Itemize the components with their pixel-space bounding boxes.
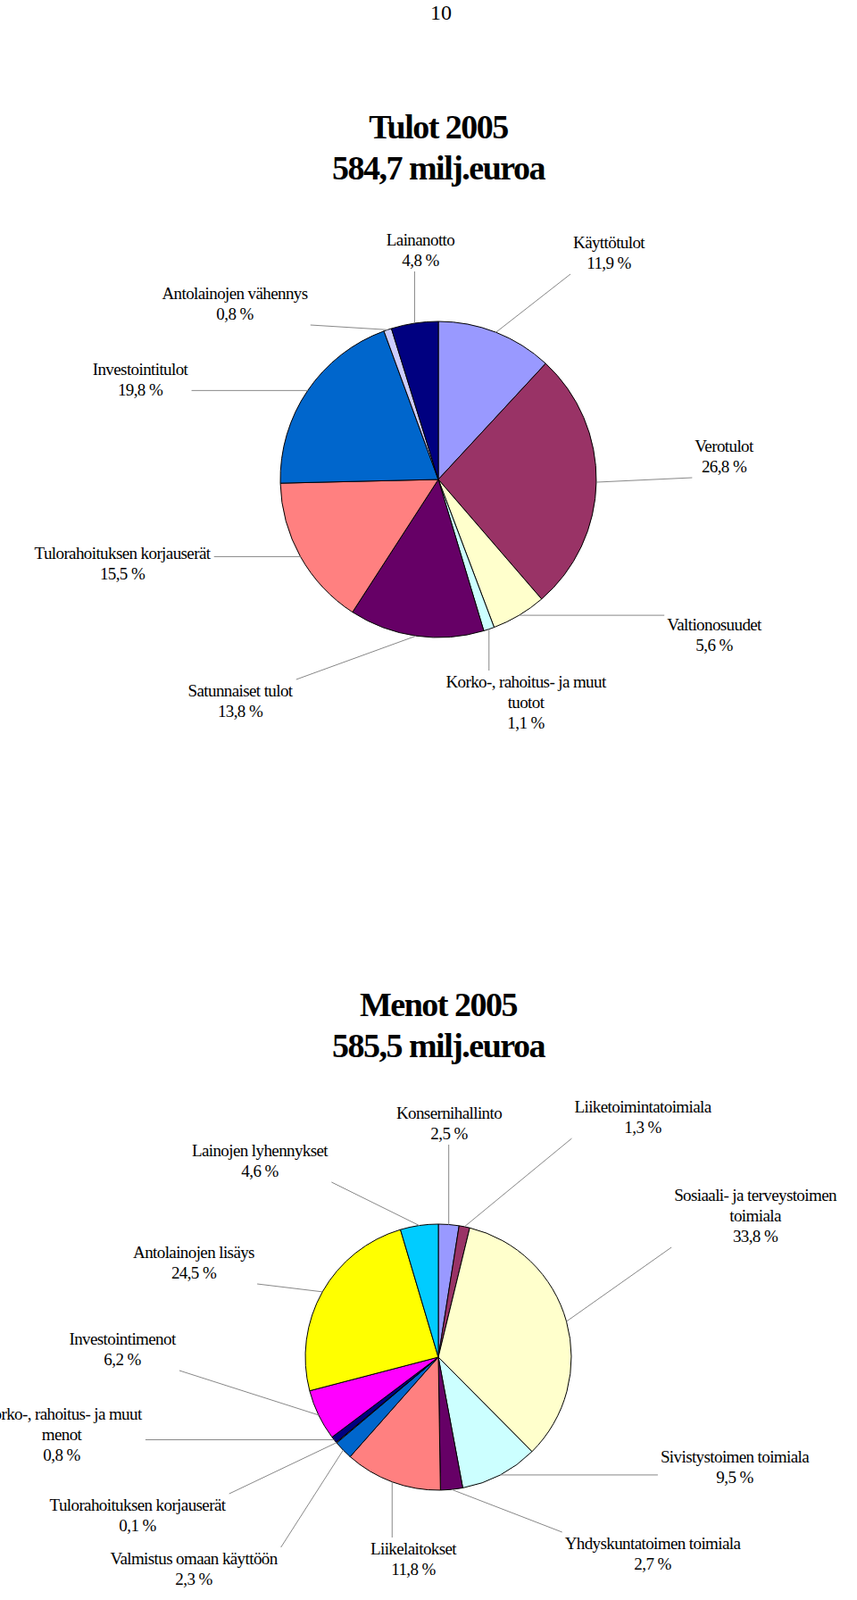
chart-subtitle: 584,7 milj.euroa bbox=[332, 149, 547, 187]
slice-label: Tulorahoituksen korjauserät bbox=[34, 543, 212, 563]
leader-line bbox=[191, 390, 308, 392]
leader-line bbox=[464, 1138, 572, 1227]
value-label: 0,8 % bbox=[42, 1445, 81, 1465]
leader-line bbox=[296, 635, 417, 680]
slice-label: Korko-, rahoitus- ja muutmenot bbox=[0, 1404, 143, 1444]
slice-label: Verotulot bbox=[694, 436, 755, 456]
slice-label: Tulorahoituksen korjauserät bbox=[49, 1495, 227, 1515]
pie-slice bbox=[280, 479, 439, 613]
leader-lines bbox=[145, 1138, 672, 1548]
pie-chart: Menot 2005585,5 milj.euroa Konsernihallin… bbox=[0, 985, 838, 1589]
page: 10Tulot 2005584,7 milj.euroaKäyttötulot1… bbox=[0, 0, 857, 1600]
slice-label: Sosiaali- ja terveystoimentoimiala bbox=[673, 1185, 838, 1225]
value-label: 33,8 % bbox=[732, 1226, 779, 1246]
leader-line bbox=[229, 1442, 337, 1494]
value-label: 1,1 % bbox=[507, 713, 545, 733]
value-label: 1,3 % bbox=[624, 1117, 662, 1137]
leader-lines bbox=[191, 271, 693, 680]
pie-chart: Tulot 2005584,7 milj.euroa Käyttötulot11,… bbox=[34, 108, 764, 733]
value-label: 24,5 % bbox=[171, 1263, 217, 1282]
value-label: 11,9 % bbox=[586, 253, 632, 273]
value-label: 2,3 % bbox=[174, 1569, 213, 1589]
value-label: 2,7 % bbox=[633, 1554, 672, 1573]
value-label: 4,8 % bbox=[401, 250, 440, 270]
page-number: 10 bbox=[430, 0, 452, 25]
labels: Käyttötulot11,9 % Verotulot26,8 % Valtiono… bbox=[34, 230, 764, 733]
slice-label: Konsernihallinto bbox=[396, 1103, 502, 1123]
slice-label: Investointitulot bbox=[92, 359, 190, 379]
leader-line bbox=[310, 324, 388, 330]
slice-label: Liikelaitokset bbox=[370, 1539, 458, 1558]
slice-label: Lainanotto bbox=[386, 230, 455, 250]
leader-line bbox=[414, 271, 416, 324]
leader-line bbox=[596, 477, 692, 483]
value-label: 5,6 % bbox=[695, 635, 733, 655]
leader-line bbox=[391, 1481, 393, 1538]
pie-slice bbox=[391, 321, 439, 480]
pie-slice bbox=[400, 1223, 439, 1357]
slice-label: Lainojen lyhennykset bbox=[191, 1140, 329, 1160]
value-label: 9,5 % bbox=[715, 1467, 754, 1487]
slice-label: Yhdyskuntatoimen toimiala bbox=[565, 1533, 742, 1553]
value-label: 19,8 % bbox=[117, 380, 164, 400]
value-label: 4,6 % bbox=[241, 1161, 279, 1181]
leader-line bbox=[518, 615, 665, 616]
leader-line bbox=[496, 274, 571, 333]
slice-label: Antolainojen vähennys bbox=[161, 283, 308, 303]
value-label: 13,8 % bbox=[217, 701, 264, 721]
leader-line bbox=[448, 1144, 450, 1224]
leader-line bbox=[331, 1181, 419, 1226]
labels: Konsernihallinto2,5 % Liiketoimintatoimia… bbox=[0, 1097, 838, 1589]
value-label: 2,5 % bbox=[430, 1123, 468, 1143]
value-label: 0,8 % bbox=[216, 304, 254, 324]
leader-line bbox=[257, 1283, 323, 1292]
slice-label: Korko-, rahoitus- ja muuttuotot bbox=[445, 672, 608, 712]
value-label: 26,8 % bbox=[701, 457, 748, 476]
leader-line bbox=[566, 1247, 673, 1322]
slices bbox=[305, 1223, 572, 1490]
leader-line bbox=[179, 1370, 319, 1415]
leader-line bbox=[451, 1489, 563, 1532]
leader-line bbox=[499, 1473, 658, 1475]
slice-label: Sivistystoimen toimiala bbox=[660, 1447, 810, 1466]
value-label: 0,1 % bbox=[118, 1515, 157, 1535]
slice-label: Valmistus omaan käyttöön bbox=[109, 1548, 278, 1568]
slice-label: Investointimenot bbox=[68, 1329, 176, 1348]
pie-slice bbox=[438, 1356, 463, 1490]
leader-line bbox=[488, 629, 490, 671]
value-label: 15,5 % bbox=[99, 564, 146, 583]
slice-label: Käyttötulot bbox=[573, 232, 646, 252]
slice-label: Valtionosuudet bbox=[666, 615, 763, 634]
chart-title: Tulot 2005 bbox=[368, 108, 508, 146]
chart-title: Menot 2005 bbox=[359, 985, 518, 1024]
slice-label: Liiketoimintatoimiala bbox=[574, 1097, 712, 1116]
value-label: 6,2 % bbox=[103, 1349, 142, 1369]
value-label: 11,8 % bbox=[391, 1559, 436, 1579]
slices bbox=[280, 321, 597, 638]
chart-subtitle: 585,5 milj.euroa bbox=[332, 1026, 547, 1065]
leader-line bbox=[214, 556, 301, 558]
slice-label: Antolainojen lisäys bbox=[133, 1242, 255, 1262]
slice-label: Satunnaiset tulot bbox=[188, 681, 294, 700]
leader-line bbox=[145, 1439, 334, 1440]
